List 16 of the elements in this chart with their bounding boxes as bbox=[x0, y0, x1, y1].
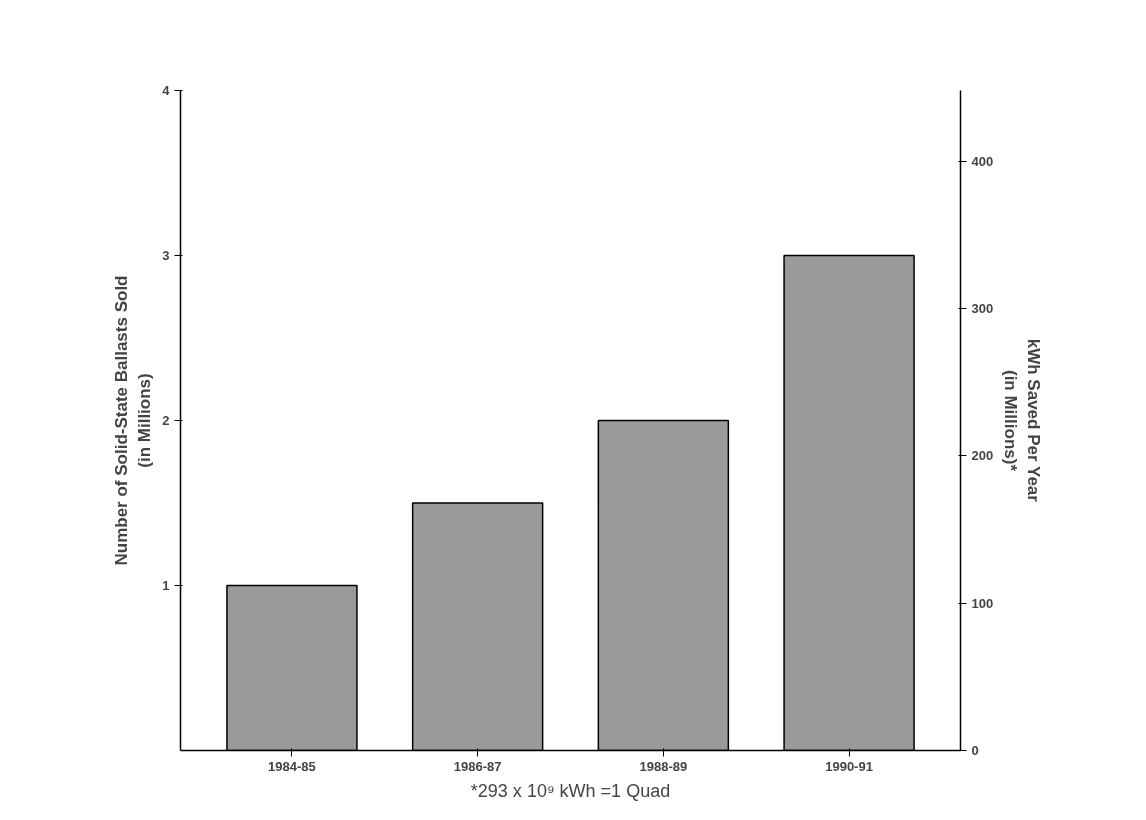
y2-tick-label: 400 bbox=[971, 153, 994, 169]
x-tick-label: 1984-85 bbox=[268, 758, 316, 774]
y2-tick-label: 300 bbox=[971, 301, 994, 317]
y2-tick-label: 200 bbox=[971, 448, 994, 464]
text: *293 x 10⁹ kWh =1 Quad bbox=[470, 780, 671, 801]
y2-axis-title: kWh Saved Per Year (in Millions)* bbox=[1001, 338, 1043, 503]
y-axis-title: Number of Solid-State Ballasts Sold (in Millions) bbox=[112, 275, 155, 566]
y-tick-label: 3 bbox=[162, 248, 170, 263]
x-tick-label: 1990-91 bbox=[825, 758, 873, 774]
x-tick-label: 1988-89 bbox=[639, 758, 688, 774]
y2-tick-label: 0 bbox=[971, 743, 979, 758]
y-tick-label: 1 bbox=[162, 578, 170, 593]
y2-tick-label: 100 bbox=[971, 595, 994, 611]
y-tick-label: 4 bbox=[162, 83, 171, 98]
y-tick-label: 2 bbox=[162, 413, 170, 428]
x-tick-label: 1986-87 bbox=[453, 758, 502, 774]
